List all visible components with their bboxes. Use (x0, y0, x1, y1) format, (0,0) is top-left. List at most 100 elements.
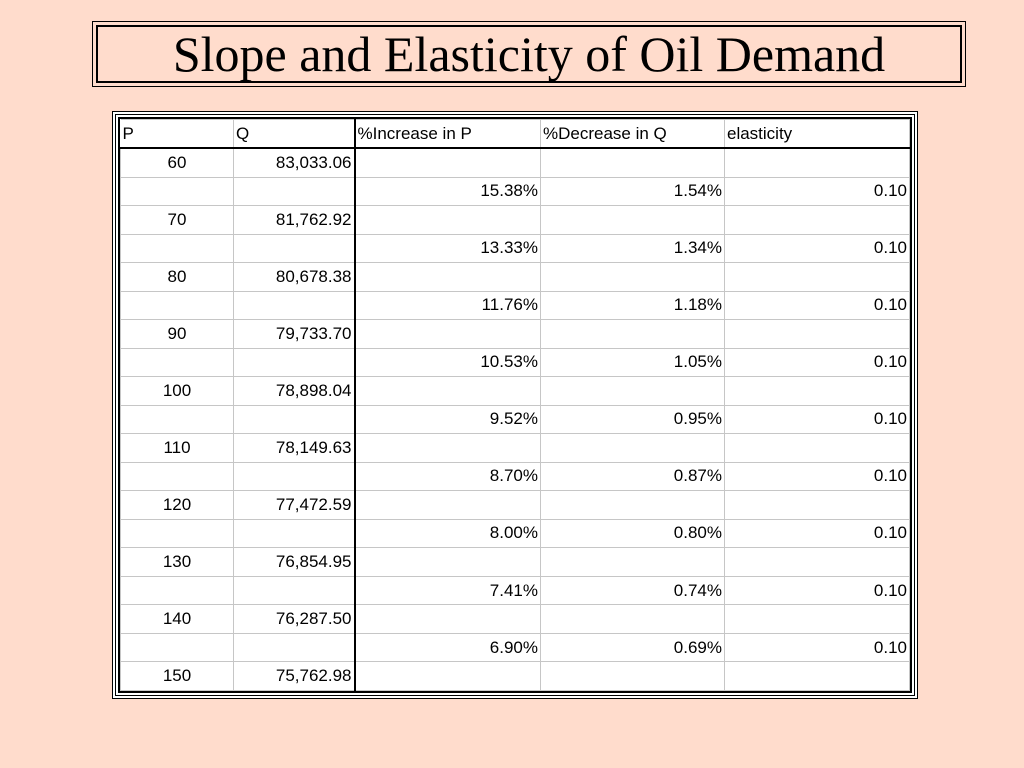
table-row: 140 76,287.50 (120, 604, 910, 634)
table-row: 60 83,033.06 (120, 147, 910, 178)
header-p: P (120, 119, 234, 149)
table-row: 13.33% 1.34% 0.10 (120, 233, 910, 264)
elasticity-table: P Q %Increase in P %Decrease in Q elasti… (120, 119, 910, 691)
cell-decrease-q: 1.34% (540, 233, 725, 264)
cell-increase-p: 6.90% (354, 632, 541, 663)
cell-p (120, 176, 234, 207)
cell-p: 110 (120, 433, 234, 463)
cell-decrease-q (540, 490, 725, 520)
cell-decrease-q (540, 205, 725, 235)
cell-increase-p (354, 205, 541, 235)
cell-elasticity: 0.10 (724, 290, 910, 321)
table-frame-mid: P Q %Increase in P %Decrease in Q elasti… (115, 114, 915, 696)
cell-q: 80,678.38 (233, 262, 356, 292)
table-row: 90 79,733.70 (120, 319, 910, 349)
cell-elasticity (724, 376, 910, 406)
cell-p: 90 (120, 319, 234, 349)
cell-increase-p (354, 604, 541, 634)
table-row: 80 80,678.38 (120, 262, 910, 292)
cell-increase-p (354, 661, 541, 691)
cell-p (120, 347, 234, 378)
cell-decrease-q: 0.74% (540, 575, 725, 606)
table-frame: P Q %Increase in P %Decrease in Q elasti… (112, 111, 918, 699)
cell-elasticity: 0.10 (724, 461, 910, 492)
cell-p: 150 (120, 661, 234, 691)
cell-elasticity (724, 205, 910, 235)
cell-elasticity: 0.10 (724, 347, 910, 378)
table-row: 100 78,898.04 (120, 376, 910, 406)
cell-elasticity: 0.10 (724, 233, 910, 264)
table-row: 150 75,762.98 (120, 661, 910, 691)
cell-q (233, 461, 356, 492)
cell-p (120, 632, 234, 663)
cell-q (233, 575, 356, 606)
cell-decrease-q (540, 547, 725, 577)
cell-increase-p: 10.53% (354, 347, 541, 378)
cell-q: 76,287.50 (233, 604, 356, 634)
cell-increase-p: 15.38% (354, 176, 541, 207)
cell-q: 79,733.70 (233, 319, 356, 349)
cell-elasticity (724, 319, 910, 349)
cell-q (233, 632, 356, 663)
table-header-row: P Q %Increase in P %Decrease in Q elasti… (120, 119, 910, 149)
cell-p (120, 461, 234, 492)
cell-increase-p (354, 147, 541, 178)
cell-increase-p: 11.76% (354, 290, 541, 321)
cell-p (120, 404, 234, 435)
cell-decrease-q: 0.95% (540, 404, 725, 435)
cell-q: 77,472.59 (233, 490, 356, 520)
cell-q: 76,854.95 (233, 547, 356, 577)
cell-increase-p (354, 547, 541, 577)
cell-p (120, 233, 234, 264)
cell-decrease-q (540, 433, 725, 463)
cell-decrease-q: 1.54% (540, 176, 725, 207)
cell-elasticity (724, 547, 910, 577)
cell-decrease-q (540, 319, 725, 349)
table-frame-inner: P Q %Increase in P %Decrease in Q elasti… (118, 117, 912, 693)
cell-increase-p: 8.00% (354, 518, 541, 549)
header-increase-p: %Increase in P (354, 119, 541, 149)
header-elasticity: elasticity (724, 119, 910, 149)
cell-increase-p: 8.70% (354, 461, 541, 492)
cell-elasticity (724, 433, 910, 463)
cell-p: 80 (120, 262, 234, 292)
cell-increase-p (354, 319, 541, 349)
cell-decrease-q (540, 604, 725, 634)
cell-p: 70 (120, 205, 234, 235)
table-row: 10.53% 1.05% 0.10 (120, 347, 910, 378)
cell-decrease-q: 0.87% (540, 461, 725, 492)
table-row: 6.90% 0.69% 0.10 (120, 632, 910, 663)
cell-elasticity: 0.10 (724, 518, 910, 549)
cell-p: 120 (120, 490, 234, 520)
cell-q: 75,762.98 (233, 661, 356, 691)
table-row: 110 78,149.63 (120, 433, 910, 463)
cell-p (120, 518, 234, 549)
slide-title-inner-frame: Slope and Elasticity of Oil Demand (96, 25, 962, 83)
cell-increase-p: 13.33% (354, 233, 541, 264)
table-row: 7.41% 0.74% 0.10 (120, 575, 910, 606)
cell-p: 140 (120, 604, 234, 634)
header-q: Q (233, 119, 356, 149)
cell-decrease-q: 0.80% (540, 518, 725, 549)
cell-q (233, 176, 356, 207)
cell-decrease-q (540, 147, 725, 178)
table-row: 70 81,762.92 (120, 205, 910, 235)
cell-elasticity (724, 490, 910, 520)
cell-increase-p: 7.41% (354, 575, 541, 606)
table-row: 9.52% 0.95% 0.10 (120, 404, 910, 435)
cell-elasticity: 0.10 (724, 575, 910, 606)
cell-q: 83,033.06 (233, 147, 356, 178)
cell-elasticity: 0.10 (724, 176, 910, 207)
cell-elasticity (724, 661, 910, 691)
cell-elasticity: 0.10 (724, 404, 910, 435)
table-row: 120 77,472.59 (120, 490, 910, 520)
cell-q (233, 518, 356, 549)
cell-decrease-q (540, 661, 725, 691)
cell-increase-p (354, 376, 541, 406)
cell-decrease-q: 1.18% (540, 290, 725, 321)
cell-decrease-q: 1.05% (540, 347, 725, 378)
cell-elasticity (724, 262, 910, 292)
header-decrease-q: %Decrease in Q (540, 119, 725, 149)
cell-p: 60 (120, 147, 234, 178)
cell-p (120, 290, 234, 321)
